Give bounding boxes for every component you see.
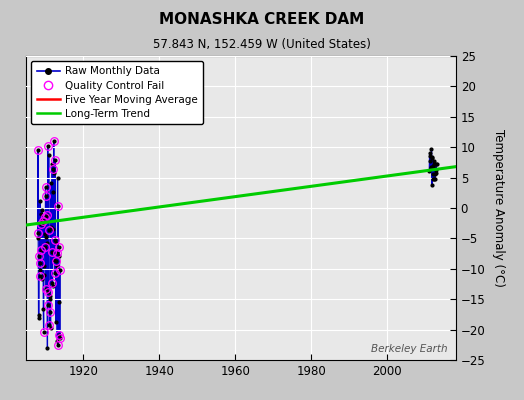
- Text: Berkeley Earth: Berkeley Earth: [370, 344, 447, 354]
- Text: MONASHKA CREEK DAM: MONASHKA CREEK DAM: [159, 12, 365, 27]
- Text: 57.843 N, 152.459 W (United States): 57.843 N, 152.459 W (United States): [153, 38, 371, 51]
- Y-axis label: Temperature Anomaly (°C): Temperature Anomaly (°C): [492, 129, 505, 287]
- Legend: Raw Monthly Data, Quality Control Fail, Five Year Moving Average, Long-Term Tren: Raw Monthly Data, Quality Control Fail, …: [31, 61, 203, 124]
